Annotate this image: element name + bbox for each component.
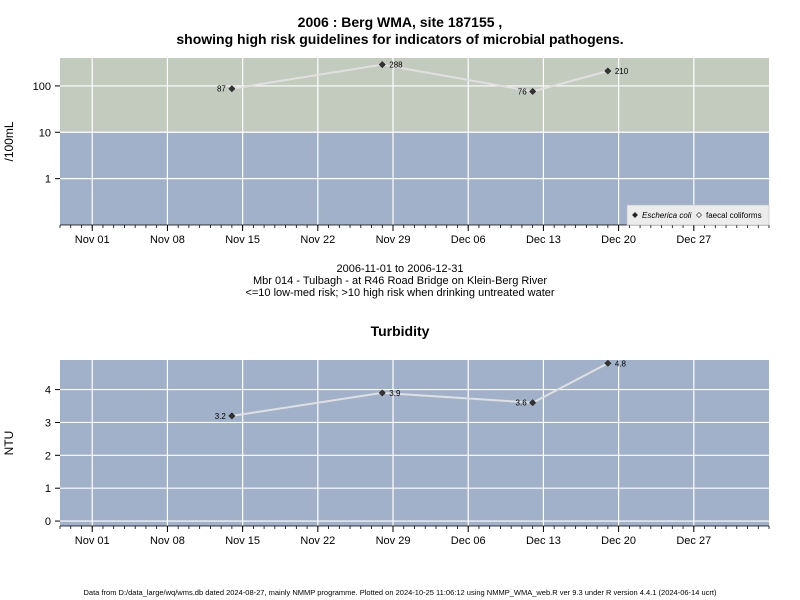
data-point xyxy=(604,359,612,367)
data-label: 3.9 xyxy=(389,389,401,398)
x-tick-label: Dec 20 xyxy=(601,535,636,547)
chart-title-line1: 2006 : Berg WMA, site 187155 , xyxy=(297,14,503,30)
legend-label: faecal coliforms xyxy=(706,211,762,220)
y-tick-label: 1 xyxy=(45,174,51,186)
y-tick-label: 3 xyxy=(45,417,51,429)
y-tick-label: 100 xyxy=(33,81,51,93)
x-tick-label: Nov 08 xyxy=(150,535,185,547)
data-label: 210 xyxy=(615,67,629,76)
data-point xyxy=(228,85,236,93)
legend-marker xyxy=(696,212,702,218)
x-tick-label: Nov 22 xyxy=(300,234,335,246)
data-point xyxy=(378,61,386,69)
x-tick-label: Dec 06 xyxy=(451,535,486,547)
high-risk-band xyxy=(60,58,769,133)
x-tick-label: Nov 15 xyxy=(225,535,260,547)
x-tick-label: Dec 13 xyxy=(526,234,561,246)
chart-title-line2: showing high risk guidelines for indicat… xyxy=(176,31,624,47)
x-tick-label: Nov 15 xyxy=(225,234,260,246)
data-label: 4.8 xyxy=(615,359,627,368)
series-line xyxy=(231,362,609,417)
turbidity-title: Turbidity xyxy=(370,323,430,339)
site-description: Mbr 014 - Tulbagh - at R46 Road Bridge o… xyxy=(252,275,548,287)
data-point xyxy=(529,399,537,407)
plot-background xyxy=(60,360,769,526)
series-line xyxy=(231,63,609,93)
y-tick-label: 2 xyxy=(45,450,51,462)
x-tick-label: Dec 06 xyxy=(451,234,486,246)
x-tick-label: Dec 13 xyxy=(526,535,561,547)
data-label: 3.6 xyxy=(516,399,528,408)
legend-marker xyxy=(632,212,638,218)
data-label: 3.2 xyxy=(215,412,227,421)
y-tick-label: 1 xyxy=(45,483,51,495)
data-point xyxy=(228,412,236,420)
risk-note: <=10 low-med risk; >10 high risk when dr… xyxy=(245,287,555,299)
y-tick-label: 0 xyxy=(45,516,51,528)
x-tick-label: Nov 08 xyxy=(150,234,185,246)
x-tick-label: Nov 01 xyxy=(75,535,110,547)
x-tick-label: Nov 01 xyxy=(75,234,110,246)
x-tick-label: Nov 22 xyxy=(300,535,335,547)
y-tick-label: 10 xyxy=(39,127,51,139)
data-point xyxy=(378,389,386,397)
footer-note: Data from D:/data_large/wq/wms.db dated … xyxy=(83,588,717,597)
data-label: 288 xyxy=(389,61,403,70)
x-tick-label: Dec 27 xyxy=(676,234,711,246)
data-label: 87 xyxy=(217,85,226,94)
x-tick-label: Dec 20 xyxy=(601,234,636,246)
date-range: 2006-11-01 to 2006-12-31 xyxy=(336,263,464,275)
x-tick-label: Nov 29 xyxy=(376,535,411,547)
y-tick-label: 4 xyxy=(45,385,51,397)
data-label: 76 xyxy=(518,87,527,96)
x-tick-label: Dec 27 xyxy=(676,535,711,547)
y-axis-label: NTU xyxy=(2,431,16,456)
data-point xyxy=(604,67,612,75)
data-point xyxy=(529,87,537,95)
x-tick-label: Nov 29 xyxy=(376,234,411,246)
legend-label: Escherica coli xyxy=(642,211,692,220)
y-axis-label: /100mL xyxy=(2,121,16,161)
